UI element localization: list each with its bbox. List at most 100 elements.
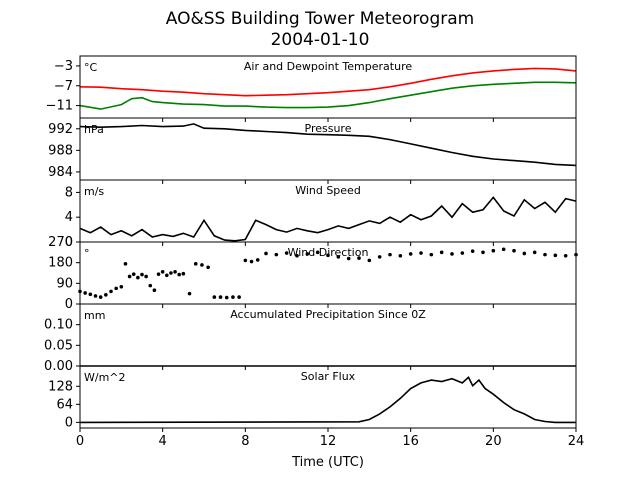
- panel-5: 0.10 0.05 0.00 mm Accumulated Precipitation …: [44, 303, 577, 374]
- wind-direction-point: [152, 288, 157, 293]
- series-line-3-1: [79, 196, 577, 242]
- y-tick-label: −7: [54, 79, 73, 94]
- x-tick-label: 12: [320, 434, 337, 449]
- wind-direction-point: [295, 253, 299, 258]
- wind-direction-point: [249, 259, 254, 264]
- wind-direction-point: [305, 252, 310, 256]
- wind-direction-point: [98, 295, 103, 299]
- wind-direction-point: [83, 291, 87, 295]
- wind-direction-point: [123, 262, 128, 266]
- wind-direction-point: [326, 253, 330, 258]
- x-tick-label: 4: [159, 434, 167, 449]
- panel-unit-label: m/s: [84, 185, 104, 198]
- y-tick-label: 4: [65, 210, 73, 225]
- wind-direction-point: [481, 250, 485, 255]
- panel-title: Air and Dewpoint Temperature: [244, 60, 412, 73]
- wind-direction-point: [114, 286, 118, 291]
- panel-3: 8 4 0 m/s Wind Speed: [65, 179, 577, 250]
- panel-title: Solar Flux: [301, 370, 356, 383]
- wind-direction-point: [193, 262, 198, 266]
- panel-title: Wind Speed: [295, 184, 361, 197]
- panel-unit-label: mm: [84, 309, 105, 322]
- wind-direction-point: [367, 258, 372, 263]
- wind-direction-point: [165, 273, 169, 278]
- y-tick-label: −11: [46, 99, 73, 114]
- wind-direction-point: [156, 272, 161, 276]
- wind-direction-point: [532, 250, 537, 255]
- wind-direction-point: [408, 252, 413, 256]
- y-tick-label: 0.10: [44, 318, 73, 333]
- wind-direction-point: [470, 249, 475, 253]
- y-tick-label: 992: [48, 122, 73, 137]
- y-tick-label: 0: [65, 235, 73, 250]
- chart-subtitle: 2004-01-10: [271, 30, 370, 50]
- wind-direction-point: [187, 291, 192, 296]
- x-tick-label: 24: [568, 434, 585, 449]
- wind-direction-point: [336, 255, 341, 259]
- x-tick-label: 8: [241, 434, 249, 449]
- y-tick-label: 8: [65, 185, 73, 200]
- chart-title: AO&SS Building Tower Meteorogram: [166, 9, 474, 29]
- wind-direction-point: [563, 253, 568, 258]
- panel-1: −3 −7 −11 °C Air and Dewpoint Temperature: [46, 55, 577, 122]
- wind-direction-point: [212, 295, 217, 299]
- y-tick-label: 0.05: [44, 338, 73, 353]
- x-axis: 0 4 8 12 16 20 24: [76, 434, 584, 449]
- panel-title: Accumulated Precipitation Since 0Z: [230, 308, 426, 321]
- wind-direction-point: [224, 295, 229, 300]
- wind-direction-point: [169, 271, 173, 275]
- wind-direction-point: [131, 272, 136, 276]
- wind-direction-point: [450, 252, 454, 256]
- wind-direction-point: [93, 294, 98, 298]
- wind-direction-point: [140, 272, 144, 277]
- panel-title: Wind Direction: [288, 246, 369, 259]
- wind-direction-point: [181, 271, 186, 276]
- wind-direction-point: [218, 295, 223, 299]
- wind-direction-point: [429, 252, 434, 257]
- panels: −3 −7 −11 °C Air and Dewpoint Temperature 992…: [44, 55, 578, 432]
- wind-direction-point: [136, 275, 140, 280]
- y-tick-label: 90: [56, 276, 73, 291]
- y-tick-label: 0: [65, 415, 73, 430]
- wind-direction-point: [460, 251, 465, 255]
- wind-direction-point: [109, 289, 113, 294]
- wind-direction-point: [88, 292, 93, 297]
- wind-direction-point: [119, 284, 124, 289]
- panel-2: 992 988 984 hPa Pressure: [48, 117, 577, 184]
- panel-4: 270 180 90 0 ° Wind Direction: [48, 235, 578, 312]
- wind-direction-point: [543, 252, 547, 257]
- panel-6: 128 64 0 W/m^2 Solar Flux: [48, 365, 577, 432]
- wind-direction-point: [160, 270, 165, 274]
- wind-direction-point: [255, 258, 260, 262]
- wind-direction-point: [173, 270, 177, 274]
- wind-direction-point: [200, 263, 204, 267]
- wind-direction-point: [501, 247, 506, 252]
- x-tick-label: 20: [485, 434, 502, 449]
- wind-direction-point: [243, 258, 248, 263]
- wind-direction-point: [419, 251, 423, 255]
- y-tick-label: 0.00: [44, 359, 73, 374]
- x-axis-label: Time (UTC): [291, 455, 364, 470]
- y-tick-label: 270: [48, 235, 73, 250]
- wind-direction-point: [274, 252, 279, 257]
- y-tick-label: 64: [56, 397, 73, 412]
- wind-direction-point: [284, 251, 289, 255]
- y-tick-label: 988: [48, 143, 73, 158]
- wind-direction-point: [491, 248, 496, 253]
- wind-direction-point: [237, 295, 241, 299]
- panel-unit-label: °: [84, 247, 90, 260]
- wind-direction-point: [377, 255, 382, 259]
- wind-direction-point: [177, 272, 181, 277]
- wind-direction-point: [315, 250, 320, 255]
- wind-direction-point: [398, 253, 403, 258]
- panel-unit-label: °C: [84, 61, 98, 74]
- panel-title: Pressure: [305, 122, 352, 135]
- y-tick-label: 0: [65, 297, 73, 312]
- wind-direction-point: [522, 251, 527, 256]
- x-tick-label: 16: [402, 434, 419, 449]
- wind-direction-point: [346, 256, 351, 261]
- wind-direction-point: [144, 274, 148, 279]
- x-tick-label: 0: [76, 434, 84, 449]
- wind-direction-point: [388, 252, 392, 257]
